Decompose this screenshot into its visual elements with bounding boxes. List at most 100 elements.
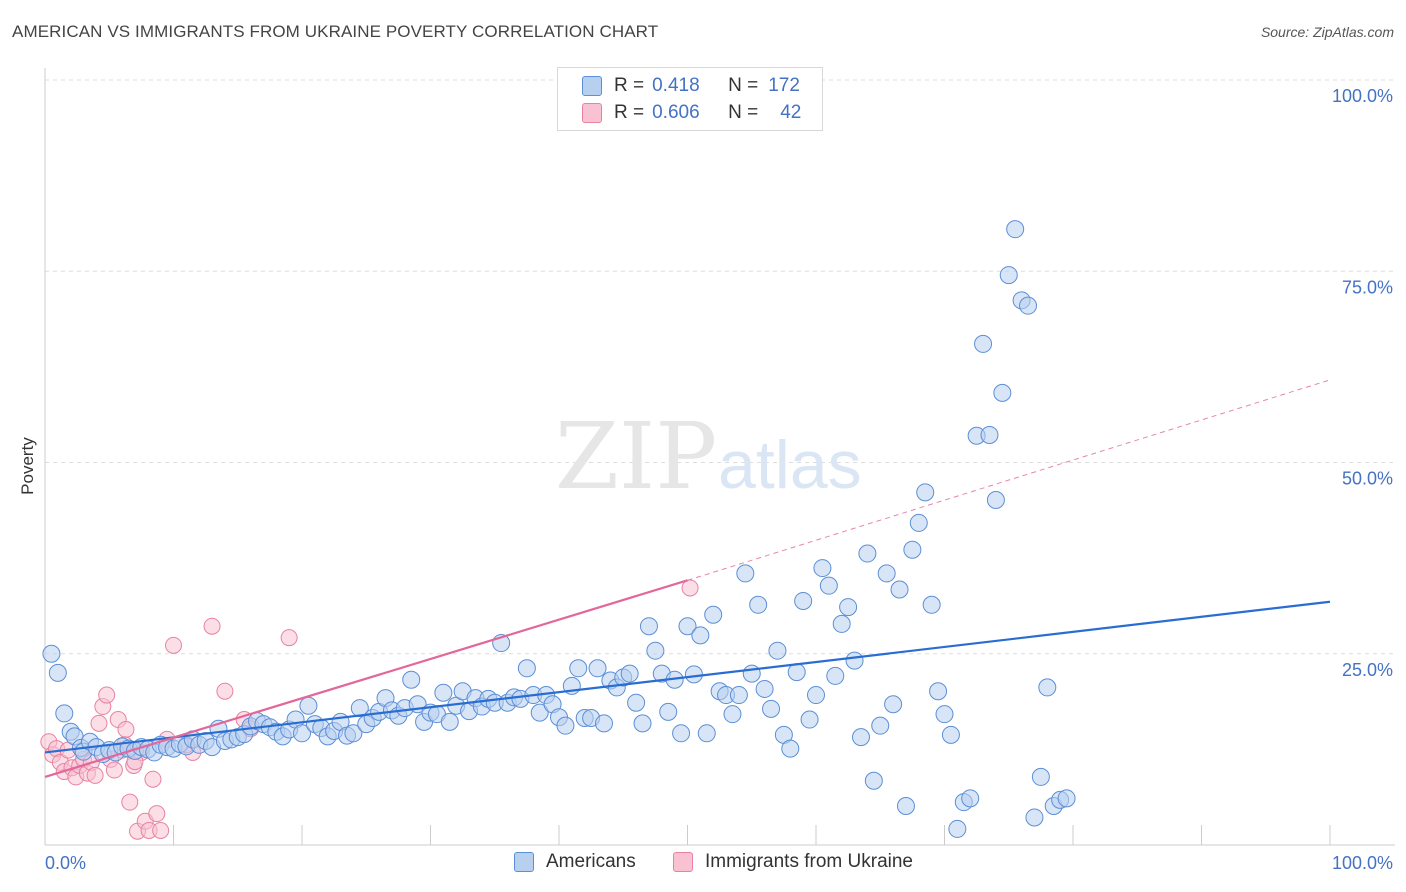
ukraine-point xyxy=(121,793,139,811)
american-point xyxy=(877,564,896,583)
american-point xyxy=(1006,220,1025,239)
ukraine-point xyxy=(90,714,108,732)
ukraine-point xyxy=(152,821,170,839)
trend-lines xyxy=(44,379,1331,778)
american-point xyxy=(813,559,832,578)
american-point xyxy=(659,702,678,721)
american-point xyxy=(440,712,459,731)
legend-label-americans: Americans xyxy=(546,851,636,872)
ukraine-point xyxy=(86,766,104,784)
ukraine-point xyxy=(165,636,182,654)
american-point xyxy=(832,614,851,633)
american-point xyxy=(646,641,665,660)
legend-item-ukraine[interactable]: Immigrants from Ukraine xyxy=(673,851,913,873)
y-tick-label: 100.0% xyxy=(1332,86,1393,106)
source-label: Source: ZipAtlas.com xyxy=(1260,24,1394,40)
american-point xyxy=(1038,678,1057,697)
american-point xyxy=(678,617,697,636)
watermark: ZIP atlas xyxy=(555,403,862,510)
american-point xyxy=(344,724,363,743)
n-value: 42 xyxy=(780,102,802,123)
american-point xyxy=(980,425,999,444)
legend-item-americans[interactable]: Americans xyxy=(514,851,636,873)
american-point xyxy=(961,789,980,808)
ukraine-trend-extension xyxy=(687,379,1331,581)
ukraine-point xyxy=(216,682,234,700)
american-point xyxy=(620,664,639,683)
american-point xyxy=(916,483,935,502)
ukraine-point xyxy=(203,617,221,635)
american-point xyxy=(858,544,877,563)
watermark-atlas: atlas xyxy=(718,427,862,503)
american-point xyxy=(826,666,845,685)
american-point xyxy=(639,617,658,636)
ukraine-points xyxy=(40,579,699,840)
american-point xyxy=(787,663,806,682)
american-point xyxy=(517,659,536,678)
american-point xyxy=(627,693,646,712)
x-tick-label: 100.0% xyxy=(1332,853,1393,873)
american-point xyxy=(871,716,890,735)
american-point xyxy=(704,605,723,624)
y-tick-label: 50.0% xyxy=(1342,469,1393,489)
american-point xyxy=(594,714,613,733)
american-points xyxy=(42,220,1076,838)
american-point xyxy=(672,724,691,743)
american-point xyxy=(890,580,909,599)
american-point xyxy=(48,663,67,682)
american-point xyxy=(768,641,787,660)
american-point xyxy=(723,705,742,724)
american-point xyxy=(755,679,774,698)
american-point xyxy=(884,695,903,714)
r-value: 0.606 xyxy=(652,102,700,123)
american-point xyxy=(55,704,74,723)
ukraine-point xyxy=(105,761,123,779)
american-point xyxy=(1031,767,1050,786)
american-point xyxy=(1019,296,1038,315)
american-point xyxy=(1057,789,1076,808)
american-point xyxy=(819,576,838,595)
american-point xyxy=(807,686,825,705)
series-legend: Americans Immigrants from Ukraine xyxy=(0,851,1406,877)
n-value: 172 xyxy=(768,75,800,96)
american-point xyxy=(736,564,755,583)
american-point xyxy=(749,595,768,614)
american-point xyxy=(839,598,858,617)
n-label: N = xyxy=(728,75,759,96)
watermark-zip: ZIP xyxy=(555,403,717,510)
american-point xyxy=(684,665,703,684)
american-point xyxy=(909,513,928,532)
legend-swatch-americans xyxy=(514,852,534,872)
grid-lines xyxy=(45,79,1395,655)
legend-swatch-ukraine xyxy=(673,852,693,872)
americans-trend-line xyxy=(44,600,1331,754)
american-point xyxy=(794,591,813,610)
american-point xyxy=(1025,808,1044,827)
american-point xyxy=(569,659,588,678)
american-point xyxy=(293,724,311,743)
ukraine-point xyxy=(148,805,166,823)
r-value: 0.418 xyxy=(652,75,700,96)
american-point xyxy=(299,696,318,715)
american-point xyxy=(42,644,61,663)
american-point xyxy=(974,334,993,353)
american-point xyxy=(896,796,915,815)
american-point xyxy=(845,651,864,670)
r-label: R = xyxy=(614,102,645,123)
american-point xyxy=(922,595,941,614)
american-point xyxy=(556,716,575,735)
ukraine-trend-line xyxy=(44,579,688,778)
american-point xyxy=(697,724,716,743)
american-point xyxy=(851,728,870,747)
american-point xyxy=(402,670,421,689)
american-point xyxy=(691,626,710,645)
american-point xyxy=(948,819,967,838)
american-point xyxy=(993,383,1012,402)
american-point xyxy=(530,703,549,722)
legend-swatch-ukraine xyxy=(582,103,602,123)
r-label: R = xyxy=(614,75,645,96)
american-point xyxy=(800,710,819,729)
american-point xyxy=(633,714,652,733)
american-point xyxy=(781,739,800,758)
